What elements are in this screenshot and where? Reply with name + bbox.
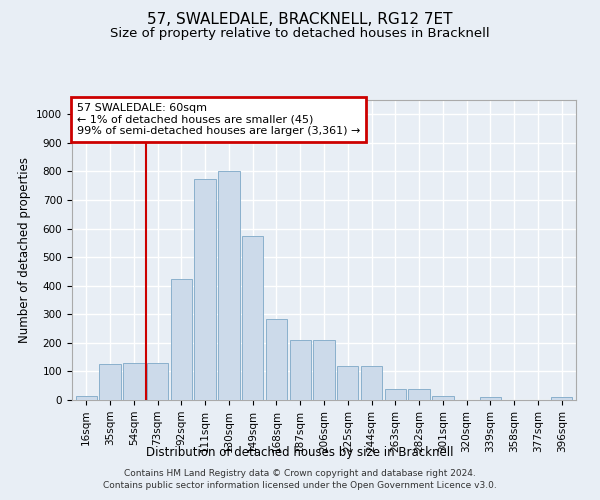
Text: 57, SWALEDALE, BRACKNELL, RG12 7ET: 57, SWALEDALE, BRACKNELL, RG12 7ET <box>147 12 453 28</box>
Bar <box>337 366 358 400</box>
Bar <box>480 397 501 400</box>
Bar <box>361 366 382 400</box>
Bar <box>313 340 335 400</box>
Text: 57 SWALEDALE: 60sqm
← 1% of detached houses are smaller (45)
99% of semi-detache: 57 SWALEDALE: 60sqm ← 1% of detached hou… <box>77 103 361 136</box>
Bar <box>290 340 311 400</box>
Bar <box>266 318 287 400</box>
Bar <box>218 172 239 400</box>
Text: Contains HM Land Registry data © Crown copyright and database right 2024.: Contains HM Land Registry data © Crown c… <box>124 468 476 477</box>
Text: Contains public sector information licensed under the Open Government Licence v3: Contains public sector information licen… <box>103 481 497 490</box>
Bar <box>123 364 145 400</box>
Bar <box>194 178 216 400</box>
Bar <box>170 278 192 400</box>
Bar <box>432 396 454 400</box>
Text: Size of property relative to detached houses in Bracknell: Size of property relative to detached ho… <box>110 28 490 40</box>
Text: Distribution of detached houses by size in Bracknell: Distribution of detached houses by size … <box>146 446 454 459</box>
Bar <box>242 236 263 400</box>
Bar <box>409 388 430 400</box>
Bar <box>100 364 121 400</box>
Bar <box>147 364 168 400</box>
Y-axis label: Number of detached properties: Number of detached properties <box>17 157 31 343</box>
Bar <box>385 388 406 400</box>
Bar <box>551 397 572 400</box>
Bar <box>76 396 97 400</box>
